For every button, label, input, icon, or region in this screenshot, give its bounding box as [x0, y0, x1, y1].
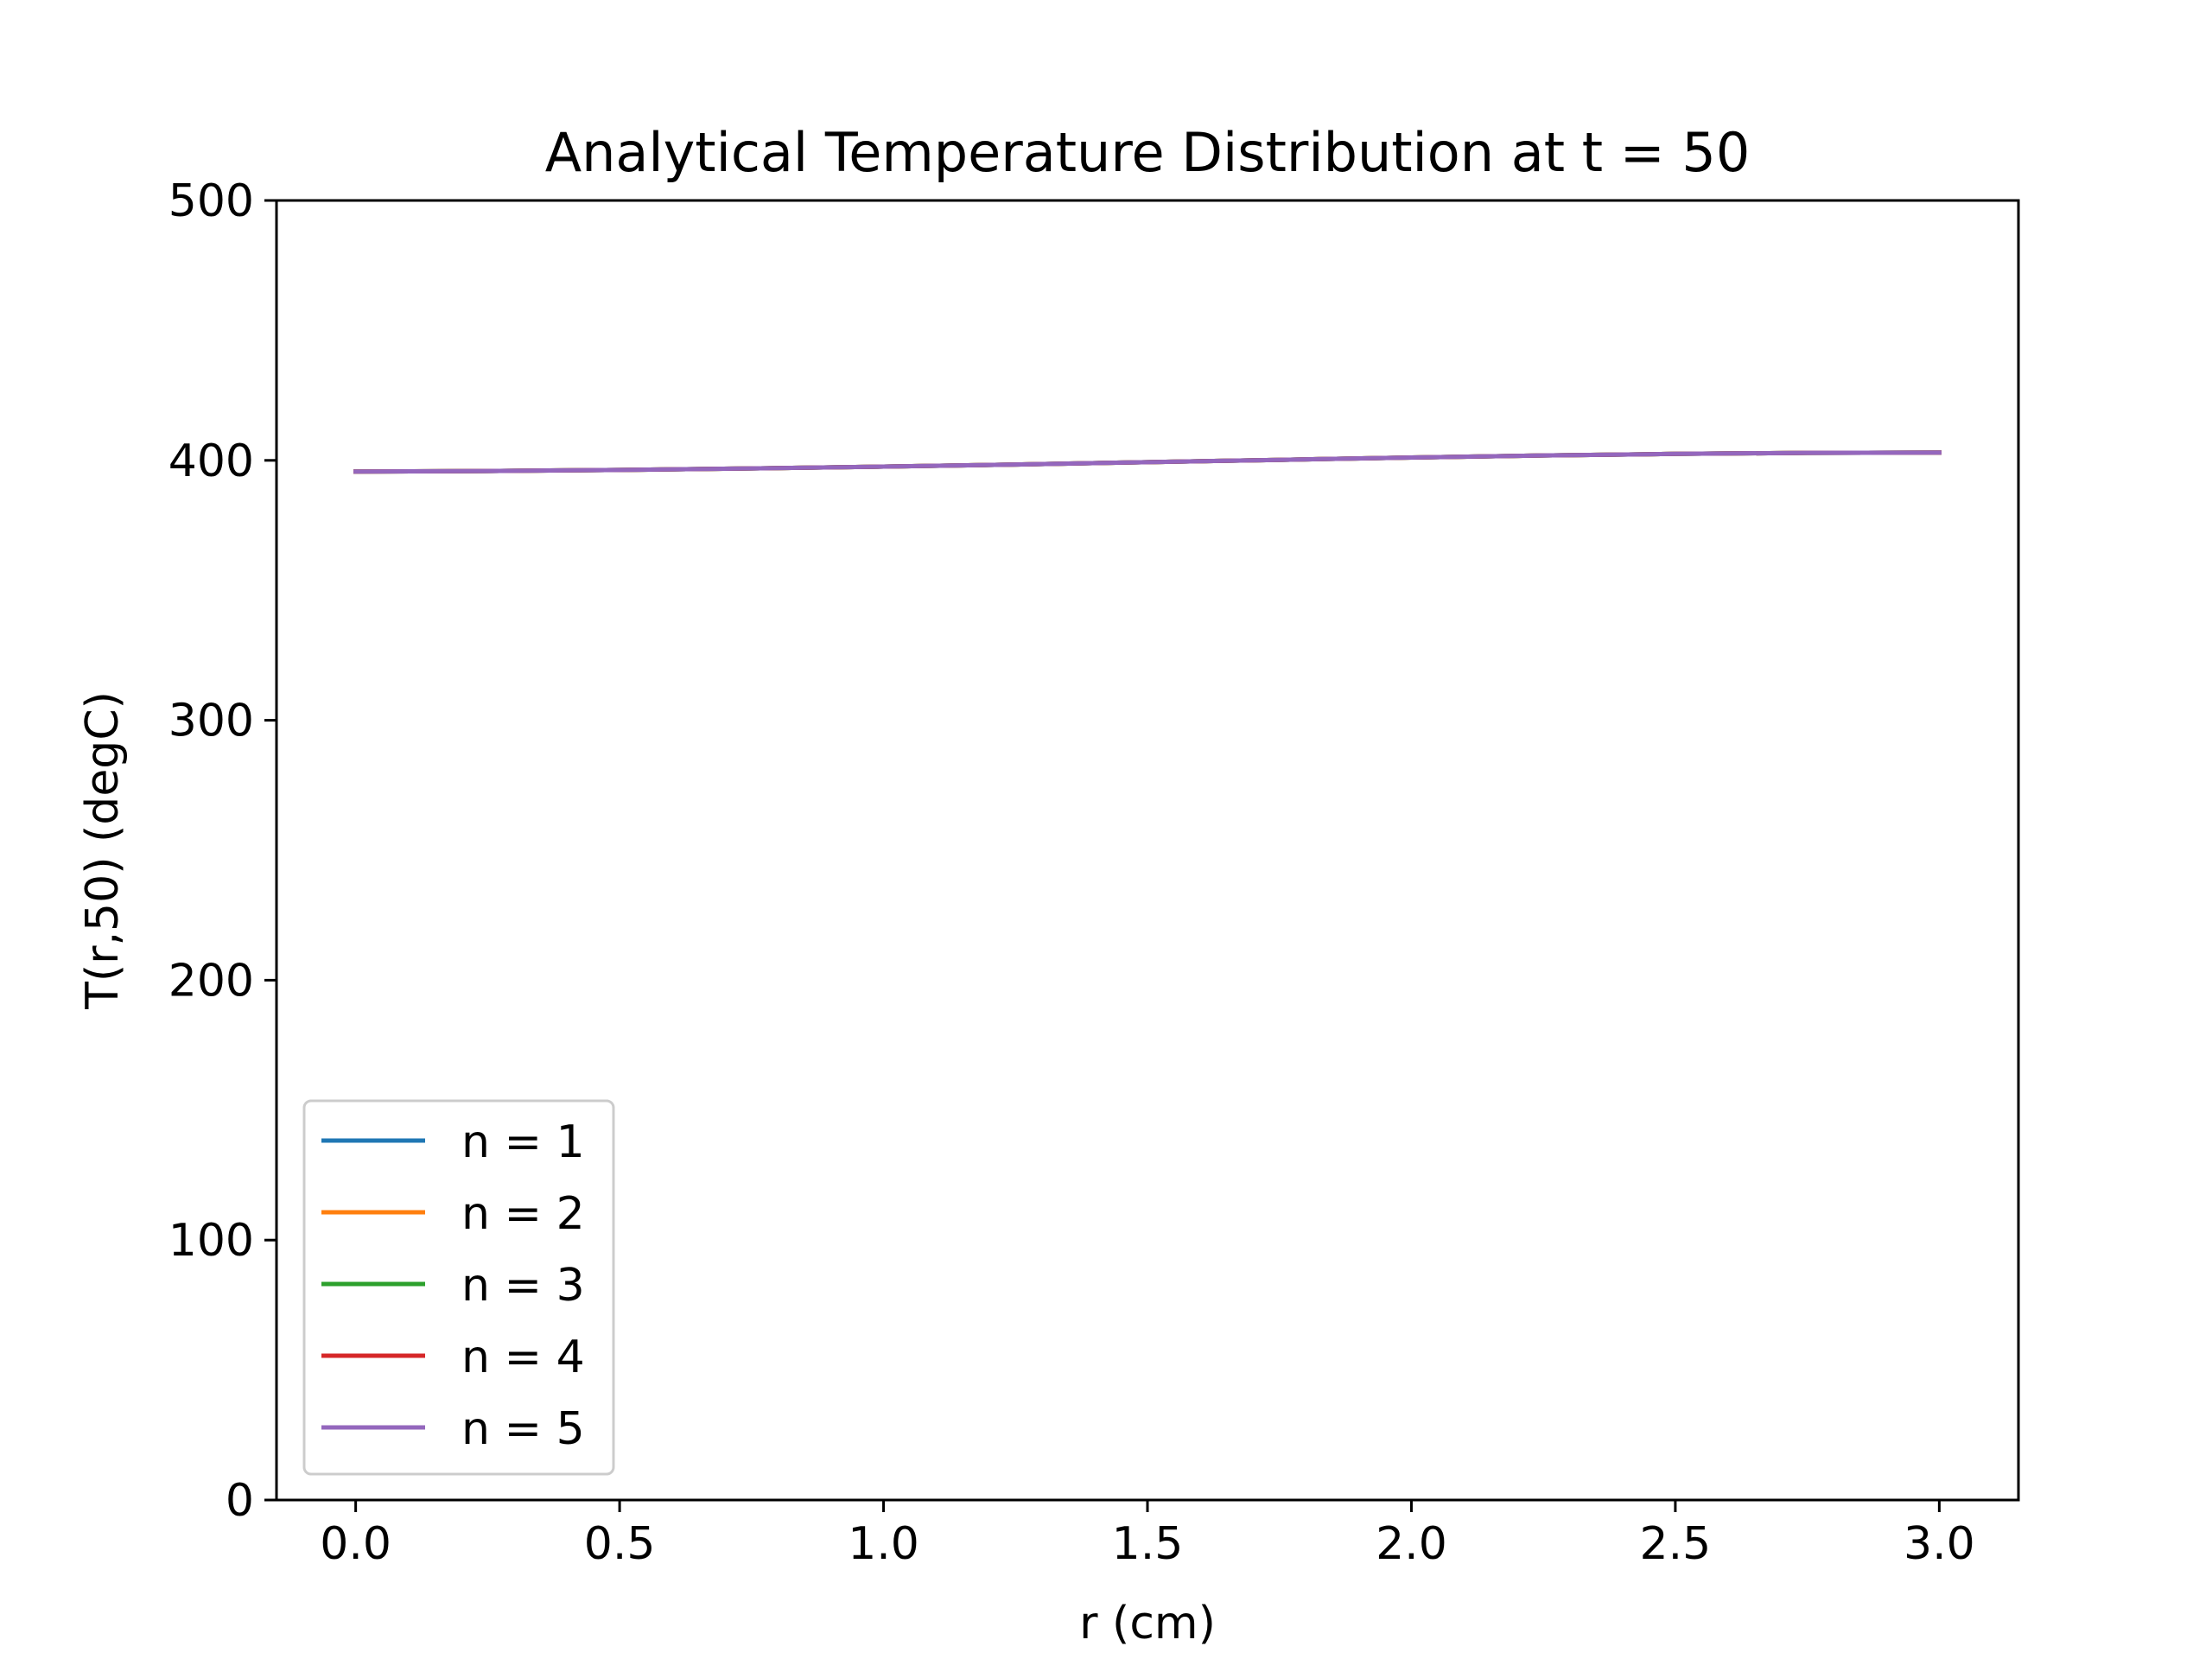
legend-frame	[302, 1099, 615, 1476]
y-axis-label: T(r,50) (degC)	[77, 691, 129, 1010]
x-tick-label: 2.5	[1640, 1518, 1712, 1570]
legend: n = 1 n = 2 n = 3 n = 4 n = 5	[302, 1099, 615, 1476]
x-tick-label: 3.0	[1904, 1518, 1975, 1570]
y-tick-label: 200	[168, 955, 254, 1007]
legend-entries: n = 1 n = 2 n = 3 n = 4 n = 5	[321, 1116, 585, 1455]
x-tick-label: 1.5	[1112, 1518, 1184, 1570]
series-line-n-5	[353, 450, 1942, 474]
x-tick-label: 2.0	[1376, 1518, 1447, 1570]
x-tick-label: 0.0	[320, 1518, 391, 1570]
y-tick-label: 0	[226, 1475, 254, 1527]
y-tick-label: 100	[168, 1215, 254, 1267]
x-tick-label: 0.5	[584, 1518, 656, 1570]
legend-label: n = 4	[461, 1332, 585, 1383]
y-axis-ticks: 0 100 200 300 400 500	[168, 175, 276, 1527]
y-tick-label: 300	[168, 696, 254, 747]
y-tick-label: 400	[168, 435, 254, 487]
legend-label: n = 3	[461, 1260, 585, 1312]
x-axis-label: r (cm)	[1079, 1598, 1216, 1649]
chart-title: Analytical Temperature Distribution at t…	[545, 121, 1751, 184]
legend-label: n = 1	[461, 1116, 585, 1168]
legend-label: n = 5	[461, 1403, 585, 1455]
legend-label: n = 2	[461, 1188, 585, 1240]
y-tick-label: 500	[168, 175, 254, 227]
x-tick-label: 1.0	[848, 1518, 919, 1570]
series-layer	[353, 450, 1942, 474]
x-axis-ticks: 0.0 0.5 1.0 1.5 2.0 2.5 3.0	[320, 1500, 1975, 1570]
